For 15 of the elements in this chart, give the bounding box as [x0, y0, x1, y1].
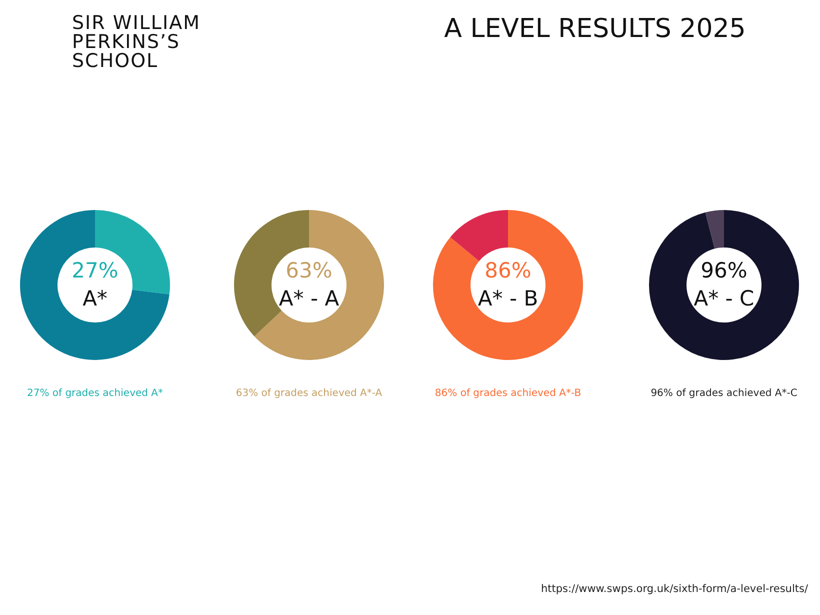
slice-label: A* - A — [278, 286, 340, 310]
text: SIR WILLIAM PERKINS’S SCHOOL — [72, 12, 202, 72]
text: A LEVEL RESULTS 2025 — [443, 14, 747, 44]
text: 63% of grades achieved A*-A — [234, 388, 384, 399]
data-label: 63% — [286, 258, 332, 282]
data-label: 96% — [700, 258, 748, 282]
slice-label: A* - C — [694, 286, 754, 310]
slice-label: A* - B — [478, 286, 538, 310]
data-label: 86% — [484, 258, 532, 282]
data-label: 27% — [72, 258, 118, 282]
text: 96% of grades achieved A*-C — [650, 388, 798, 399]
text: https://www.swps.org.uk/sixth-form/a-level-results/ — [540, 583, 808, 595]
text: 86% of grades achieved A*-B — [434, 388, 582, 399]
slice-label: A* — [82, 286, 108, 310]
text: 27% of grades achieved A* — [26, 388, 164, 399]
